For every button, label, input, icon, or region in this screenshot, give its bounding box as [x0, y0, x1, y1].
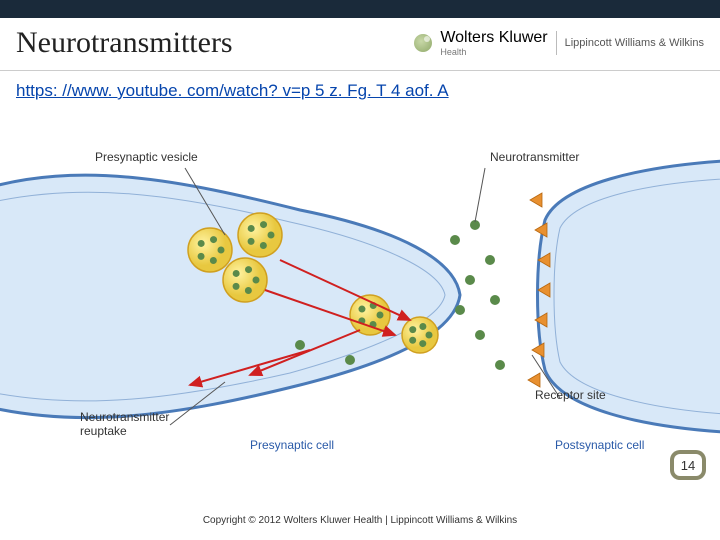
diagram-label-presyn_vesicle: Presynaptic vesicle — [95, 150, 198, 164]
logo-divider — [556, 31, 557, 55]
health-icon — [414, 34, 432, 52]
diagram-label-neurotransmitter: Neurotransmitter — [490, 150, 579, 164]
youtube-link[interactable]: https: //www. youtube. com/watch? v=p 5 … — [0, 71, 720, 107]
diagram-label-postsyn_cell: Postsynaptic cell — [555, 438, 644, 452]
diagram-label-reuptake: Neurotransmitter reuptake — [80, 410, 169, 438]
page-number-badge: 14 — [670, 450, 706, 480]
top-accent-bar — [0, 0, 720, 18]
page-number: 14 — [674, 454, 702, 476]
publisher-logo: Wolters Kluwer Health Lippincott William… — [414, 29, 704, 57]
copyright-text: Copyright © 2012 Wolters Kluwer Health |… — [0, 515, 720, 526]
brand-sub: Health — [440, 47, 547, 57]
diagram-label-receptor: Receptor site — [535, 388, 606, 402]
brand-1: Wolters Kluwer — [440, 29, 547, 47]
page-title: Neurotransmitters — [16, 26, 233, 60]
header: Neurotransmitters Wolters Kluwer Health … — [0, 18, 720, 71]
brand-2: Lippincott Williams & Wilkins — [565, 37, 704, 49]
diagram-label-presyn_cell: Presynaptic cell — [250, 438, 334, 452]
logo-text-1: Wolters Kluwer Health — [440, 29, 547, 57]
